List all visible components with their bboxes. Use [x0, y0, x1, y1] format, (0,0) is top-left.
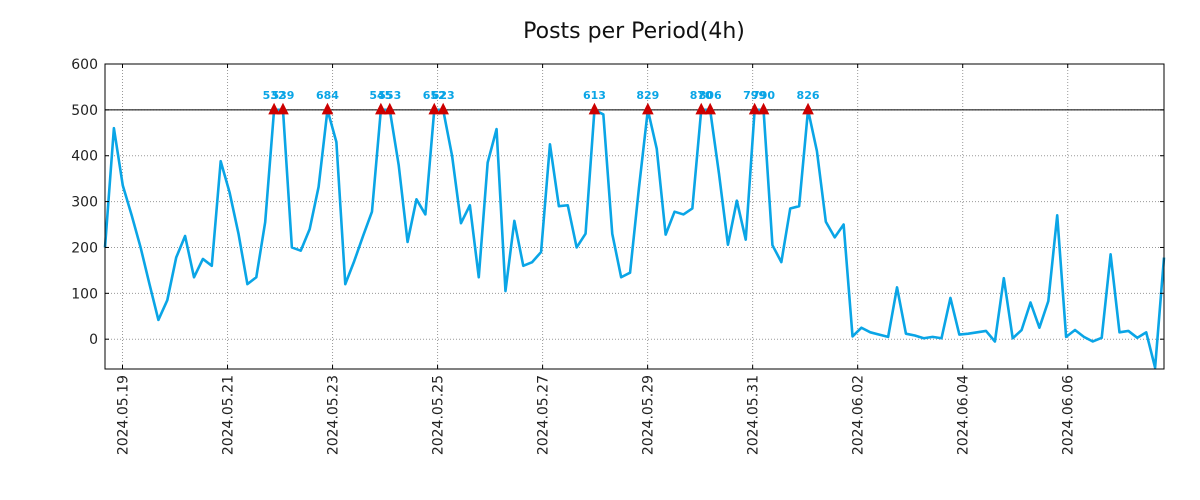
x-tick-label: 2024.05.29 — [641, 375, 657, 455]
cap-value-label: 870 — [690, 89, 713, 102]
cap-value-label: 790 — [752, 89, 775, 102]
cap-marker — [748, 102, 761, 115]
y-tick-label: 0 — [89, 332, 98, 348]
series-line — [103, 108, 1166, 369]
chart-title: Posts per Period(4h) — [523, 19, 745, 44]
cap-marker — [588, 102, 601, 115]
cap-value-label: 553 — [378, 89, 401, 102]
cap-value-label: 829 — [636, 89, 659, 102]
cap-marker — [321, 102, 334, 115]
cap-value-label: 806 — [699, 89, 722, 102]
y-tick-label: 500 — [71, 103, 98, 119]
y-tick-label: 100 — [71, 286, 98, 302]
x-tick-label: 2024.05.19 — [116, 375, 132, 455]
x-tick-label: 2024.06.02 — [851, 375, 867, 455]
cap-marker — [704, 102, 716, 115]
plot-frame — [104, 63, 1165, 370]
y-tick-label: 400 — [71, 149, 98, 165]
cap-marker — [428, 102, 441, 115]
axis-layer: 0 100 200 300 400 500 600 2024.05.19 2024.05.21 2… — [71, 57, 1164, 455]
cap-value-label: 826 — [797, 89, 820, 102]
cap-marker — [268, 102, 280, 115]
cap-marker — [642, 102, 654, 115]
cap-marker — [695, 102, 708, 115]
x-tick-label: 2024.05.27 — [536, 375, 552, 455]
cap-marker — [383, 102, 396, 115]
cap-marker — [757, 102, 770, 115]
y-tick-label: 200 — [71, 240, 98, 256]
cap-value-label: 652 — [423, 89, 446, 102]
cap-marker — [802, 102, 814, 115]
line-layer — [103, 108, 1166, 369]
cap-marker — [277, 102, 289, 115]
x-tick-label: 2024.05.31 — [746, 375, 762, 455]
x-tick-label: 2024.05.21 — [221, 375, 237, 455]
x-tick-label: 2024.05.23 — [326, 375, 342, 455]
cap-value-label: 545 — [369, 89, 392, 102]
cap-marker — [375, 102, 387, 115]
cap-value-label: 613 — [583, 89, 606, 102]
cap-value-label: 799 — [743, 89, 766, 102]
x-tick-label: 2024.06.06 — [1061, 375, 1077, 455]
x-tick-label: 2024.06.04 — [956, 375, 972, 455]
cap-value-label: 532 — [263, 89, 286, 102]
marker-layer — [268, 102, 814, 115]
y-tick-label: 300 — [71, 195, 98, 211]
cap-value-label: 684 — [316, 89, 339, 102]
cap-marker — [437, 102, 449, 115]
cap-value-label: 623 — [432, 89, 455, 102]
cap-value-label: 539 — [271, 89, 294, 102]
x-tick-label: 2024.05.25 — [431, 375, 447, 455]
y-tick-label: 600 — [71, 57, 98, 73]
